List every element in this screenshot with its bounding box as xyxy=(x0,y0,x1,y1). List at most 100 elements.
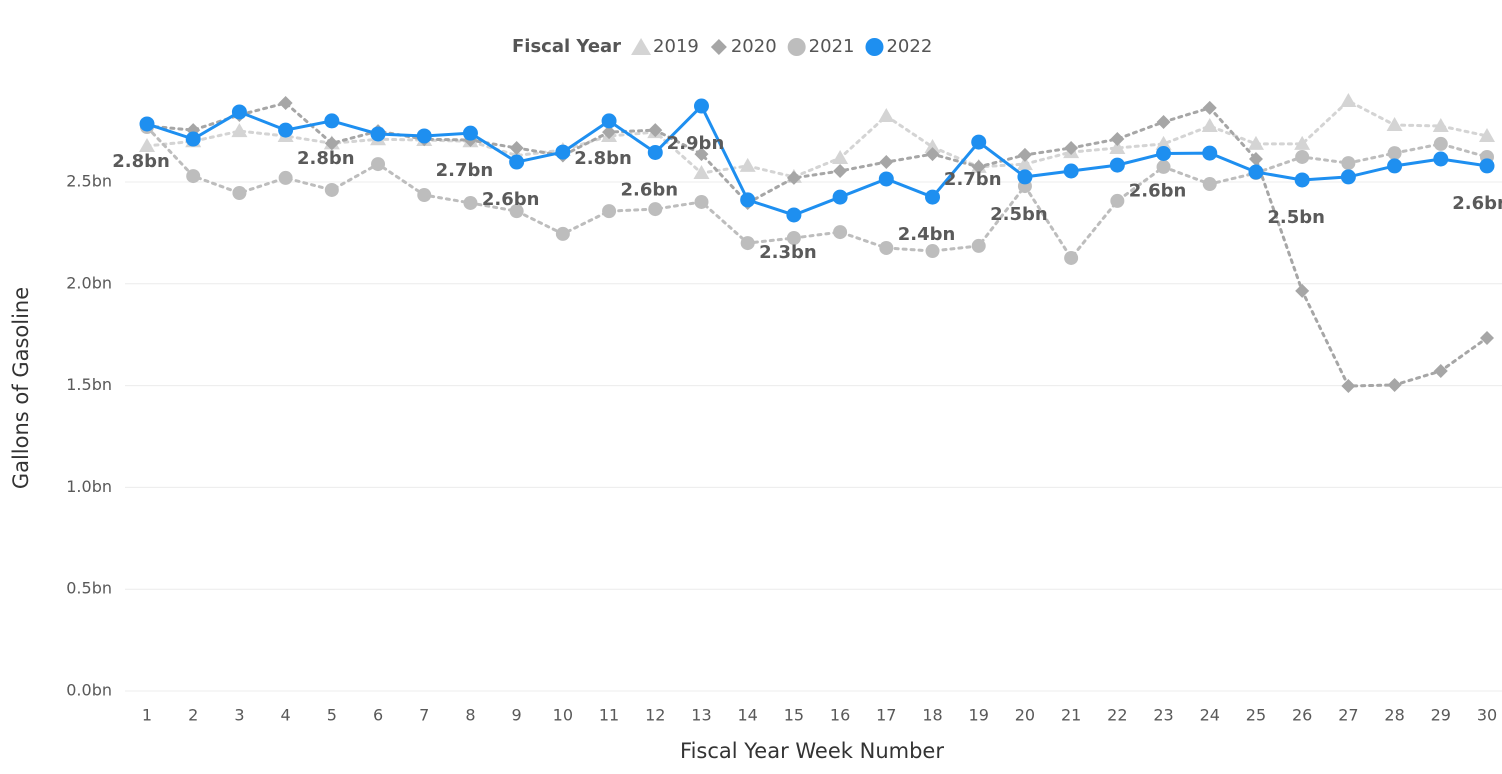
x-tick-label: 18 xyxy=(922,706,942,725)
marker xyxy=(971,159,986,174)
series-line xyxy=(145,99,1489,179)
marker xyxy=(878,108,895,123)
series-line xyxy=(145,103,1489,217)
marker xyxy=(1201,118,1218,133)
x-tick-label: 19 xyxy=(969,706,989,725)
marker xyxy=(231,123,248,138)
marker xyxy=(1064,140,1079,155)
x-tick-label: 3 xyxy=(234,706,244,725)
x-tick-label: 29 xyxy=(1431,706,1451,725)
data-label: 2.8bn xyxy=(112,151,170,172)
marker xyxy=(1295,149,1310,164)
marker xyxy=(555,144,571,160)
marker xyxy=(463,195,478,210)
legend-title: Fiscal Year xyxy=(512,36,621,57)
marker xyxy=(555,226,570,241)
marker xyxy=(324,113,340,129)
x-tick-label: 14 xyxy=(738,706,758,725)
marker xyxy=(1202,177,1217,192)
marker xyxy=(417,188,432,203)
marker xyxy=(602,125,617,140)
marker xyxy=(879,155,894,170)
marker xyxy=(278,170,293,185)
marker xyxy=(370,126,386,142)
data-label: 2.9bn xyxy=(667,133,725,154)
marker xyxy=(1433,151,1449,167)
marker xyxy=(1479,127,1495,142)
marker xyxy=(416,128,432,144)
marker xyxy=(924,138,941,153)
marker xyxy=(1110,193,1125,208)
marker xyxy=(185,131,201,147)
marker xyxy=(1433,363,1448,378)
marker xyxy=(647,144,663,160)
legend-item: 2020 xyxy=(710,36,777,57)
x-tick-label: 30 xyxy=(1477,706,1497,725)
y-tick-label: 0.0bn xyxy=(66,681,112,700)
data-label: 2.6bn xyxy=(482,189,540,210)
x-tick-label: 17 xyxy=(876,706,896,725)
marker xyxy=(1202,145,1218,161)
marker xyxy=(1340,92,1357,107)
legend-item: 2021 xyxy=(787,36,855,57)
marker xyxy=(1156,145,1172,161)
marker xyxy=(925,189,941,205)
y-tick-label: 2.0bn xyxy=(66,273,112,292)
marker xyxy=(833,225,848,240)
marker xyxy=(1156,159,1171,174)
legend-marker xyxy=(710,39,727,55)
marker xyxy=(925,147,940,162)
x-tick-label: 6 xyxy=(373,706,383,725)
marker xyxy=(648,202,663,217)
marker xyxy=(1295,283,1310,298)
marker xyxy=(509,140,524,155)
marker xyxy=(601,113,617,129)
x-tick-label: 20 xyxy=(1015,706,1035,725)
marker xyxy=(324,182,339,197)
marker xyxy=(693,98,709,114)
marker xyxy=(786,230,801,245)
marker xyxy=(1017,169,1033,185)
x-tick-label: 8 xyxy=(465,706,475,725)
x-tick-label: 11 xyxy=(599,706,619,725)
legend-label: 2020 xyxy=(731,36,777,57)
x-tick-label: 1 xyxy=(142,706,152,725)
marker xyxy=(832,189,848,205)
series-line xyxy=(145,101,1489,388)
marker xyxy=(1341,156,1356,171)
marker xyxy=(324,136,339,151)
marker xyxy=(278,122,294,138)
marker xyxy=(786,170,801,185)
x-axis-title: Fiscal Year Week Number xyxy=(680,739,944,763)
marker xyxy=(694,147,709,162)
legend-label: 2021 xyxy=(809,36,855,57)
data-label: 2.5bn xyxy=(1267,207,1325,228)
x-tick-label: 23 xyxy=(1153,706,1173,725)
marker xyxy=(1387,158,1403,174)
y-tick-label: 0.5bn xyxy=(66,579,112,598)
marker xyxy=(786,207,802,223)
series-line xyxy=(145,125,1489,261)
marker xyxy=(1387,377,1402,392)
data-label: 2.7bn xyxy=(436,160,494,181)
marker xyxy=(1248,151,1263,166)
marker xyxy=(1341,379,1356,394)
x-tick-label: 26 xyxy=(1292,706,1312,725)
marker xyxy=(1387,146,1402,161)
marker xyxy=(1386,116,1403,131)
marker xyxy=(1017,147,1032,162)
marker xyxy=(648,123,663,138)
marker xyxy=(879,240,894,255)
marker xyxy=(925,244,940,259)
marker xyxy=(878,171,894,187)
marker xyxy=(186,169,201,184)
legend-label: 2019 xyxy=(653,36,699,57)
legend-label: 2022 xyxy=(886,36,932,57)
x-tick-label: 10 xyxy=(553,706,573,725)
marker xyxy=(1480,330,1494,345)
marker xyxy=(1247,135,1264,150)
x-tick-label: 15 xyxy=(784,706,804,725)
marker xyxy=(1109,157,1125,173)
marker xyxy=(1432,118,1449,133)
